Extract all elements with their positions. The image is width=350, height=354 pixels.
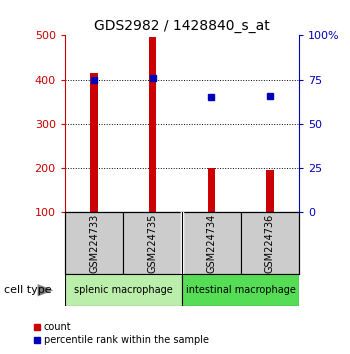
- Title: GDS2982 / 1428840_s_at: GDS2982 / 1428840_s_at: [94, 19, 270, 33]
- Legend: count, percentile rank within the sample: count, percentile rank within the sample: [29, 319, 213, 349]
- Bar: [123, 212, 182, 274]
- Bar: [266, 170, 274, 212]
- Bar: [182, 274, 299, 306]
- Text: GSM224735: GSM224735: [148, 214, 158, 273]
- Bar: [149, 37, 156, 212]
- Bar: [90, 73, 98, 212]
- Bar: [65, 212, 123, 274]
- Bar: [182, 212, 241, 274]
- Text: intestinal macrophage: intestinal macrophage: [186, 285, 295, 295]
- Text: GSM224733: GSM224733: [89, 214, 99, 273]
- Text: GSM224734: GSM224734: [206, 214, 216, 273]
- Text: splenic macrophage: splenic macrophage: [74, 285, 173, 295]
- Text: cell type: cell type: [4, 285, 51, 295]
- Text: GSM224736: GSM224736: [265, 214, 275, 273]
- Bar: [241, 212, 299, 274]
- Bar: [208, 168, 215, 212]
- Bar: [65, 274, 182, 306]
- Polygon shape: [38, 284, 54, 297]
